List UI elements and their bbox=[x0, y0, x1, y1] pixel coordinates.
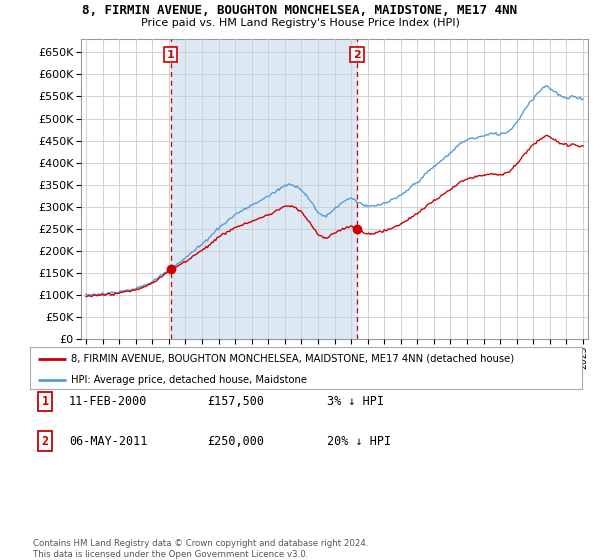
Text: 20% ↓ HPI: 20% ↓ HPI bbox=[327, 435, 391, 448]
Text: 2: 2 bbox=[353, 50, 361, 59]
Text: Contains HM Land Registry data © Crown copyright and database right 2024.
This d: Contains HM Land Registry data © Crown c… bbox=[33, 539, 368, 559]
Text: 3% ↓ HPI: 3% ↓ HPI bbox=[327, 395, 384, 408]
Bar bbox=[171, 39, 357, 339]
Text: £250,000: £250,000 bbox=[207, 435, 264, 448]
Text: 1: 1 bbox=[167, 50, 175, 59]
Text: 11-FEB-2000: 11-FEB-2000 bbox=[69, 395, 148, 408]
Text: HPI: Average price, detached house, Maidstone: HPI: Average price, detached house, Maid… bbox=[71, 375, 307, 385]
Text: £157,500: £157,500 bbox=[207, 395, 264, 408]
Text: 06-MAY-2011: 06-MAY-2011 bbox=[69, 435, 148, 448]
Text: Price paid vs. HM Land Registry's House Price Index (HPI): Price paid vs. HM Land Registry's House … bbox=[140, 18, 460, 28]
Text: 8, FIRMIN AVENUE, BOUGHTON MONCHELSEA, MAIDSTONE, ME17 4NN (detached house): 8, FIRMIN AVENUE, BOUGHTON MONCHELSEA, M… bbox=[71, 354, 515, 364]
Text: 2: 2 bbox=[41, 435, 49, 448]
Text: 8, FIRMIN AVENUE, BOUGHTON MONCHELSEA, MAIDSTONE, ME17 4NN: 8, FIRMIN AVENUE, BOUGHTON MONCHELSEA, M… bbox=[83, 4, 517, 17]
Text: 1: 1 bbox=[41, 395, 49, 408]
